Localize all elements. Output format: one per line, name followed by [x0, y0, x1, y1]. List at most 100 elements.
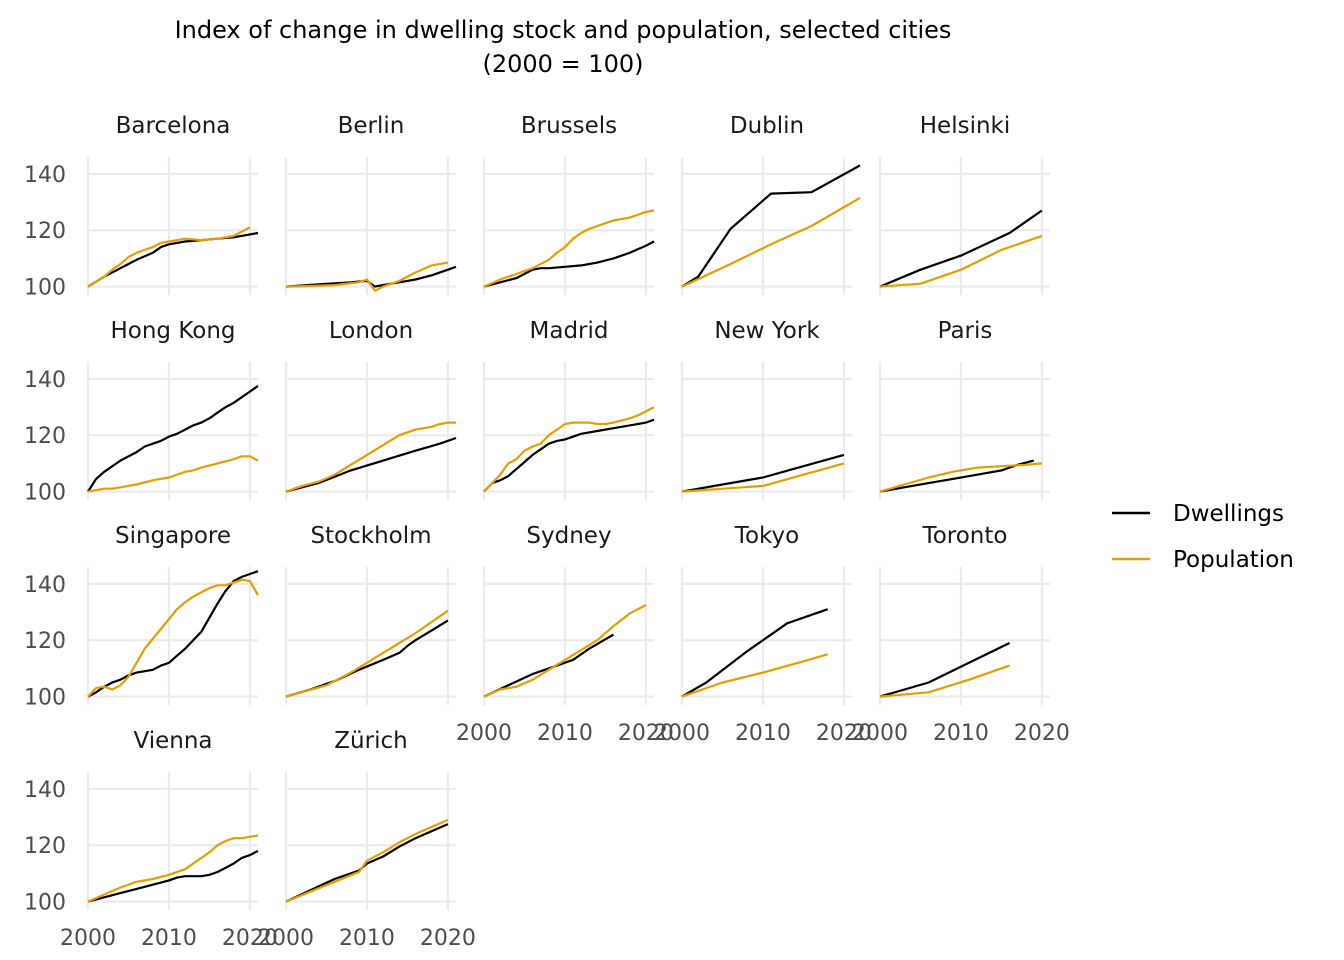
- panel-title-stockholm: Stockholm: [310, 523, 431, 549]
- legend-item-population: Population: [1112, 547, 1294, 573]
- panel-title-brussels: Brussels: [521, 113, 617, 139]
- x-tick-label: 2020: [222, 926, 278, 951]
- series-line-dwellings: [87, 385, 259, 493]
- x-tick-label: 2000: [852, 721, 908, 746]
- y-tick-label: 100: [24, 276, 66, 301]
- series-line-dwellings: [87, 231, 259, 288]
- series-line-population: [285, 818, 449, 903]
- series-line-dwellings: [285, 436, 457, 493]
- x-tick-label: 2020: [420, 926, 476, 951]
- legend-label-dwellings: Dwellings: [1173, 501, 1284, 527]
- panel-title-sydney: Sydney: [526, 523, 611, 549]
- chart-subtitle: (2000 = 100): [483, 50, 644, 78]
- panel-title-vienna: Vienna: [133, 728, 212, 754]
- series-line-population: [681, 653, 829, 698]
- y-tick-label: 100: [24, 891, 66, 916]
- y-tick-label: 140: [24, 778, 66, 803]
- x-tick-label: 2000: [60, 926, 116, 951]
- series-line-dwellings: [681, 453, 845, 493]
- series-line-population: [87, 226, 251, 288]
- panel-title-toronto: Toronto: [922, 523, 1008, 549]
- panel-zurich: Zürich 2000 2010 2020: [258, 728, 476, 951]
- series-line-dwellings: [285, 265, 457, 288]
- series-line-population: [483, 209, 655, 288]
- panel-tokyo: Tokyo 2000 2010 2020: [654, 523, 872, 746]
- series-line-dwellings: [483, 633, 615, 698]
- series-line-population: [87, 834, 259, 903]
- y-tick-label: 140: [24, 163, 66, 188]
- series-line-dwellings: [879, 209, 1043, 288]
- panel-madrid: Madrid: [482, 318, 655, 500]
- panel-title-hong-kong: Hong Kong: [110, 318, 235, 344]
- series-line-population: [285, 609, 449, 698]
- series-line-population: [681, 462, 845, 493]
- series-line-population: [483, 406, 655, 493]
- series-line-dwellings: [87, 849, 259, 903]
- panel-title-singapore: Singapore: [115, 523, 231, 549]
- series-line-dwellings: [483, 418, 655, 493]
- panel-title-berlin: Berlin: [338, 113, 405, 139]
- panel-title-barcelona: Barcelona: [116, 113, 231, 139]
- panel-title-paris: Paris: [938, 318, 993, 344]
- y-tick-label: 100: [24, 686, 66, 711]
- series-line-population: [87, 578, 259, 698]
- panel-hong-kong: Hong Kong 100 120 140: [24, 318, 259, 506]
- panel-title-madrid: Madrid: [530, 318, 609, 344]
- panel-title-helsinki: Helsinki: [920, 113, 1011, 139]
- x-tick-label: 2020: [1014, 721, 1070, 746]
- panel-title-zurich: Zürich: [334, 728, 407, 754]
- panel-title-new-york: New York: [714, 318, 820, 344]
- panel-dublin: Dublin: [680, 113, 861, 295]
- y-tick-label: 100: [24, 481, 66, 506]
- series-line-population: [879, 664, 1010, 698]
- legend-item-dwellings: Dwellings: [1112, 501, 1284, 527]
- series-line-population: [681, 196, 861, 288]
- series-line-dwellings: [483, 240, 655, 288]
- legend-label-population: Population: [1173, 547, 1294, 573]
- panel-barcelona: Barcelona 100 120 140: [24, 113, 259, 301]
- y-tick-label: 120: [24, 424, 66, 449]
- panel-sydney: Sydney 2000 2010 2020: [456, 523, 674, 746]
- panel-paris: Paris: [878, 318, 1050, 500]
- y-tick-label: 120: [24, 629, 66, 654]
- series-line-dwellings: [87, 570, 259, 698]
- x-tick-label: 2010: [735, 721, 791, 746]
- x-tick-label: 2020: [618, 721, 674, 746]
- panel-title-tokyo: Tokyo: [734, 523, 799, 549]
- panel-title-london: London: [329, 318, 413, 344]
- panel-berlin: Berlin: [284, 113, 457, 295]
- panel-vienna: Vienna 100 120 140 2000 2010 2020: [24, 728, 278, 951]
- series-line-population: [285, 421, 456, 493]
- panels-area: Barcelona 100 120 140 Berlin Brussels Dublin He…: [24, 113, 1070, 951]
- panel-new-york: New York: [680, 318, 852, 500]
- series-line-dwellings: [681, 608, 829, 698]
- y-tick-label: 140: [24, 368, 66, 393]
- series-line-population: [285, 261, 449, 292]
- panel-toronto: Toronto 2000 2010 2020: [852, 523, 1070, 746]
- legend: Dwellings Population: [1112, 501, 1294, 573]
- x-tick-label: 2010: [933, 721, 989, 746]
- y-tick-label: 140: [24, 573, 66, 598]
- series-line-population: [879, 462, 1042, 493]
- x-tick-label: 2000: [456, 721, 512, 746]
- x-tick-label: 2000: [258, 926, 314, 951]
- panel-singapore: Singapore 100 120 140: [24, 523, 259, 711]
- panel-helsinki: Helsinki: [878, 113, 1050, 295]
- y-tick-label: 120: [24, 834, 66, 859]
- series-line-population: [87, 455, 259, 493]
- chart-title: Index of change in dwelling stock and po…: [175, 16, 952, 44]
- x-tick-label: 2010: [537, 721, 593, 746]
- series-line-population: [879, 234, 1043, 288]
- x-tick-label: 2000: [654, 721, 710, 746]
- series-line-population: [483, 604, 647, 698]
- series-line-dwellings: [879, 642, 1010, 698]
- panel-title-dublin: Dublin: [730, 113, 804, 139]
- x-tick-label: 2020: [816, 721, 872, 746]
- series-line-dwellings: [285, 823, 449, 903]
- panel-london: London: [284, 318, 457, 500]
- series-line-dwellings: [681, 164, 861, 288]
- x-tick-label: 2010: [339, 926, 395, 951]
- panel-stockholm: Stockholm: [284, 523, 456, 705]
- x-tick-label: 2010: [141, 926, 197, 951]
